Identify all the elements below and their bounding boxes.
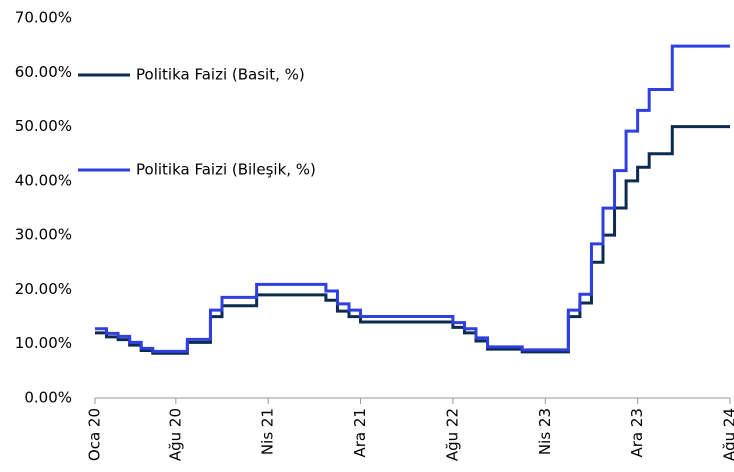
legend-label: Politika Faizi (Basit, %) [136, 66, 305, 84]
y-tick-label: 60.00% [15, 63, 72, 81]
x-tick-label: Ağu 20 [166, 408, 184, 461]
y-tick-label: 50.00% [15, 117, 72, 135]
legend-label: Politika Faizi (Bileşik, %) [136, 161, 316, 179]
x-tick-label: Ağu 22 [443, 408, 461, 461]
y-tick-label: 20.00% [15, 280, 72, 298]
y-tick-label: 70.00% [15, 9, 72, 27]
x-tick-label: Nis 21 [259, 408, 277, 455]
x-tick-label: Ağu 24 [721, 408, 734, 461]
y-tick-label: 40.00% [15, 171, 72, 189]
y-tick-label: 10.00% [15, 334, 72, 352]
x-tick-label: Nis 23 [536, 408, 554, 455]
x-tick-label: Oca 20 [86, 408, 104, 461]
x-tick-label: Ara 23 [628, 408, 646, 457]
series-line [95, 44, 730, 353]
x-tick-label: Ara 21 [351, 408, 369, 457]
y-tick-label: 30.00% [15, 226, 72, 244]
y-tick-label: 0.00% [24, 389, 72, 407]
